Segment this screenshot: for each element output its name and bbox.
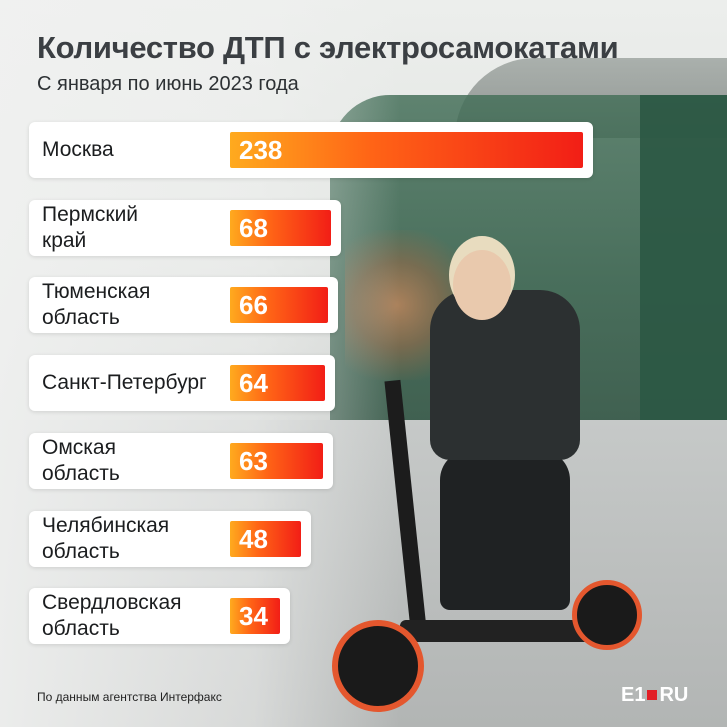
logo-plus-icon <box>647 689 658 700</box>
bar <box>230 442 323 479</box>
scooter-front-wheel <box>332 620 424 712</box>
bar-value-label: 66 <box>239 290 268 321</box>
bar <box>230 132 583 168</box>
bar-value-label: 238 <box>239 135 283 165</box>
category-label: Омская область <box>42 435 120 485</box>
category-label: Пермский край <box>42 202 139 252</box>
scooter-deck <box>400 620 600 642</box>
logo-left-text: E1 <box>621 684 646 706</box>
bar <box>230 598 280 635</box>
person-legs <box>440 450 570 610</box>
bar-value-label: 68 <box>239 212 268 243</box>
person-torso <box>430 290 580 460</box>
bar <box>230 520 301 557</box>
e1-logo: E1 RU <box>621 684 701 708</box>
bar-value-label: 63 <box>239 445 268 476</box>
chart-subtitle: С января по июнь 2023 года <box>37 73 299 95</box>
category-label: Москва <box>42 138 114 161</box>
bar <box>230 365 325 402</box>
person-head <box>453 250 511 320</box>
source-note: По данным агентства Интерфакс <box>37 690 222 704</box>
bar <box>230 287 328 324</box>
bar-value-label: 34 <box>239 601 268 632</box>
bar-value-label: 48 <box>239 523 268 554</box>
category-label: Свердловская область <box>42 591 182 641</box>
bar-value-label: 64 <box>239 368 268 399</box>
chart-title: Количество ДТП с электросамокатами <box>37 30 619 65</box>
category-label: Челябинская область <box>42 513 170 563</box>
bar <box>230 209 331 246</box>
category-label: Санкт-Петербург <box>42 371 207 395</box>
logo-right-text: RU <box>659 684 689 706</box>
scooter-back-wheel <box>572 580 642 650</box>
category-label: Тюменская область <box>42 280 151 330</box>
